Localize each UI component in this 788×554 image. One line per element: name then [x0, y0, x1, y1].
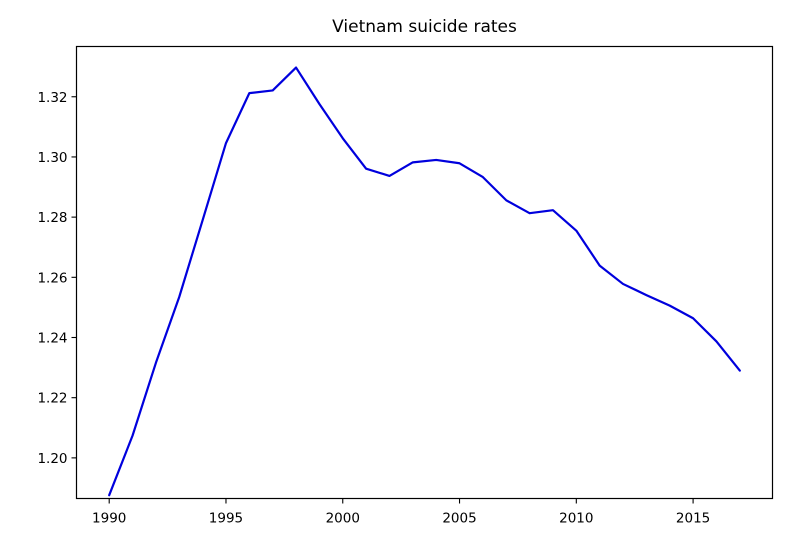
x-tick-label: 1990 [92, 511, 126, 527]
y-tick-label: 1.28 [37, 210, 67, 226]
y-tick-label: 1.26 [37, 270, 67, 286]
y-tick-label: 1.30 [37, 150, 67, 166]
chart-title: Vietnam suicide rates [332, 17, 517, 37]
x-tick-label: 2000 [326, 511, 360, 527]
x-tick-label: 2015 [676, 511, 710, 527]
y-tick-label: 1.24 [37, 331, 67, 347]
series-line [109, 68, 740, 496]
plot-frame [77, 47, 773, 499]
x-tick-label: 2005 [442, 511, 476, 527]
y-tick-label: 1.22 [37, 391, 67, 407]
x-axis: 1990 1995 2000 2005 2010 2015 [92, 499, 710, 527]
series-layer [109, 67, 740, 495]
x-tick-label: 2010 [559, 511, 593, 527]
y-tick-label: 1.32 [37, 90, 67, 106]
x-tick-label: 1995 [209, 511, 243, 527]
y-axis: 1.20 1.22 1.24 1.26 1.28 1.30 1.32 [37, 90, 76, 467]
y-tick-label: 1.20 [37, 451, 67, 467]
